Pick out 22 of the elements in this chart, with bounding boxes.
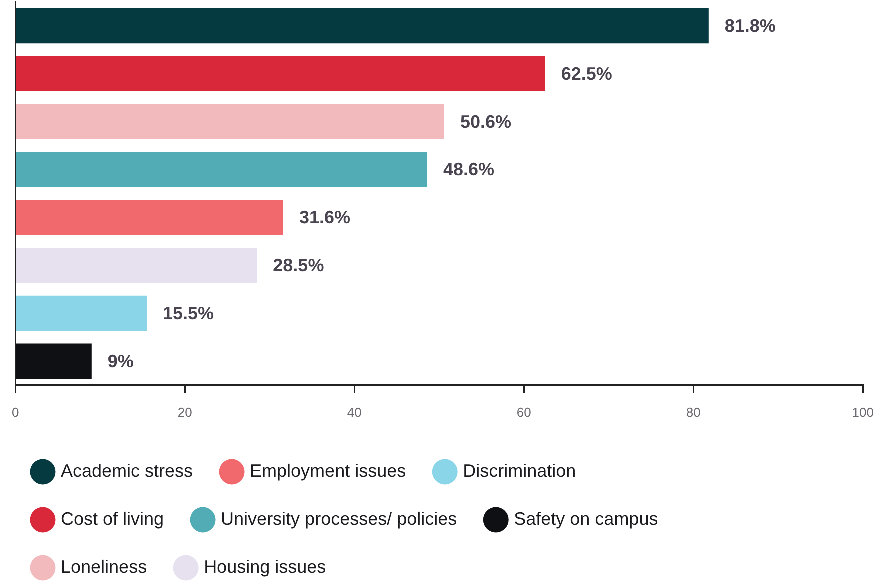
data-label: 48.6% [444,160,495,180]
x-tick-label: 80 [686,404,701,420]
x-tick-label: 60 [516,404,532,420]
x-tick-label: 0 [12,404,20,420]
x-tick-label: 40 [347,404,362,420]
legend-label: Safety on campus [514,508,658,529]
legend-label: Housing issues [204,556,326,577]
data-label: 28.5% [273,256,324,276]
data-label: 81.8% [724,16,776,36]
legend-label: Employment issues [250,460,406,481]
legend-label: Cost of living [61,508,164,529]
legend-label: Loneliness [61,556,148,577]
data-label: 50.6% [460,112,512,132]
legend-label: University processes/ policies [221,508,458,529]
x-tick-label: 20 [178,404,192,420]
x-tick-label: 100 [852,404,874,420]
legend-label: Academic stress [61,460,194,481]
data-label: 15.5% [162,303,214,324]
data-label: 31.6% [299,208,350,228]
data-label: 9% [108,351,134,372]
legend-label: Discrimination [463,460,576,481]
data-label: 62.5% [561,64,612,84]
